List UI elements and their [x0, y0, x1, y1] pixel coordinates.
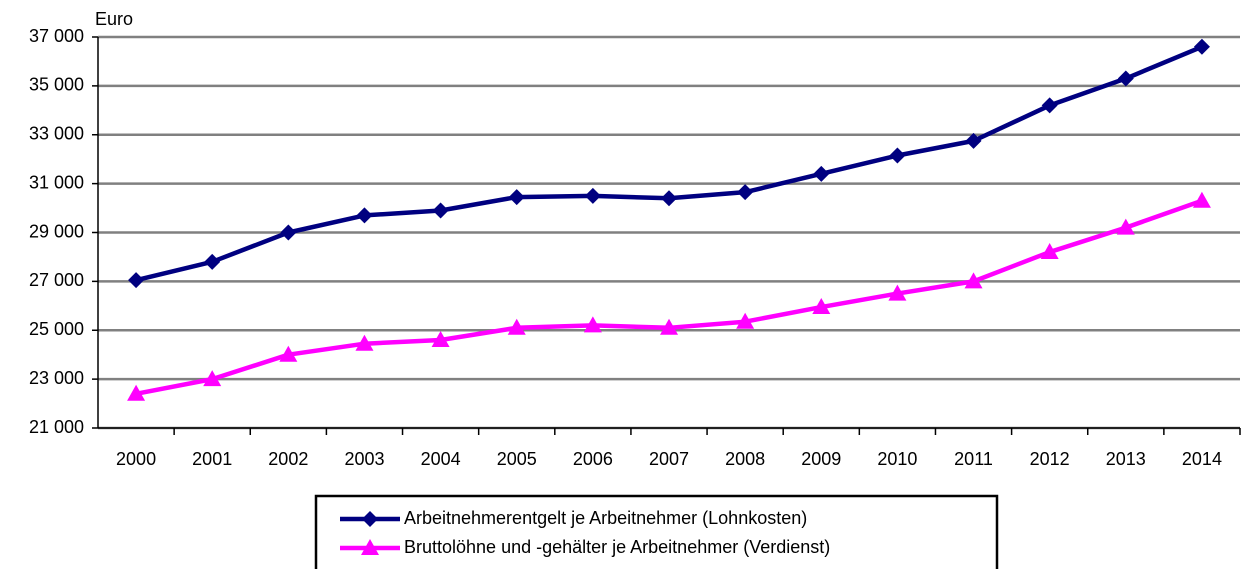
data-point [279, 345, 298, 362]
y-tick-label: 37 000 [29, 26, 84, 46]
x-tick-label: 2009 [801, 449, 841, 469]
data-point [507, 318, 526, 335]
series-line [135, 44, 1203, 283]
data-point [660, 318, 678, 335]
x-tick-label: 2000 [116, 449, 156, 469]
x-tick-label: 2002 [268, 449, 308, 469]
data-point [661, 190, 677, 207]
legend-label: Arbeitnehmerentgelt je Arbeitnehmer (Loh… [404, 508, 807, 528]
legend-box [314, 494, 999, 569]
y-tick-label: 25 000 [29, 319, 84, 339]
data-point [1116, 218, 1135, 235]
data-point [508, 189, 525, 206]
data-point [355, 334, 374, 351]
y-tick-label: 29 000 [29, 221, 84, 241]
x-tick-label: 2007 [649, 449, 689, 469]
data-point [128, 272, 145, 289]
x-tick-label: 2005 [497, 449, 537, 469]
x-tick-label: 2001 [192, 449, 232, 469]
data-point [965, 132, 982, 149]
data-point [1041, 97, 1058, 114]
y-tick-label: 21 000 [29, 417, 84, 437]
x-tick-label: 2012 [1030, 449, 1070, 469]
legend-marker [362, 511, 378, 527]
x-tick-label: 2008 [725, 449, 765, 469]
y-tick-label: 35 000 [29, 75, 84, 95]
y-tick-label: 31 000 [29, 172, 84, 192]
data-point [964, 272, 983, 289]
x-tick-label: 2013 [1106, 449, 1146, 469]
x-tick-label: 2011 [954, 449, 993, 469]
data-point [356, 207, 373, 224]
data-point [1040, 243, 1059, 260]
data-point [1117, 70, 1134, 87]
data-point [888, 284, 907, 301]
data-point [812, 298, 831, 315]
x-tick-label: 2010 [877, 449, 917, 469]
x-tick-label: 2004 [421, 449, 461, 469]
y-axis-label: Euro [95, 9, 133, 29]
data-point [583, 316, 602, 333]
data-point [204, 253, 221, 270]
y-tick-label: 33 000 [29, 124, 84, 144]
data-point [127, 384, 146, 401]
data-point [813, 165, 830, 182]
data-point [432, 202, 449, 219]
data-point [584, 187, 601, 204]
data-point [1192, 191, 1211, 208]
data-point [736, 312, 755, 329]
legend-label: Bruttolöhne und -gehälter je Arbeitnehme… [404, 537, 830, 557]
data-point [280, 224, 297, 241]
y-tick-label: 23 000 [29, 368, 84, 388]
y-tick-label: 27 000 [29, 270, 84, 290]
data-point [431, 331, 450, 348]
data-point [1193, 38, 1210, 55]
x-tick-label: 2003 [344, 449, 384, 469]
data-point [889, 147, 906, 164]
data-point [203, 370, 222, 387]
legend-marker [361, 539, 379, 555]
x-tick-label: 2006 [573, 449, 613, 469]
x-tick-label: 2014 [1182, 449, 1222, 469]
data-point [737, 184, 754, 201]
